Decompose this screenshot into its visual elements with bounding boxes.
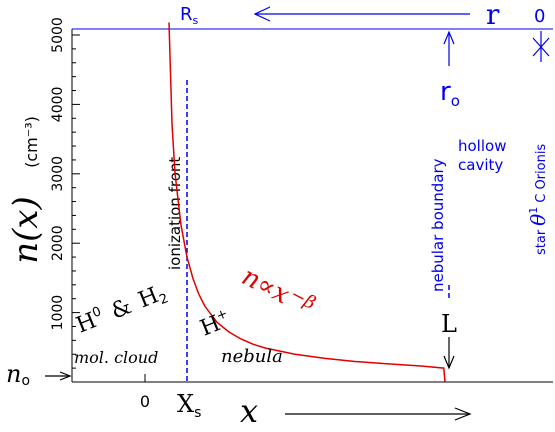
- x-tick-label-0: 0: [140, 392, 150, 411]
- amp-symbol: &: [108, 294, 136, 325]
- hplus-label: H+: [197, 306, 235, 341]
- nebula-label: nebula: [221, 346, 283, 367]
- nebular-boundary: ro nebular boundary hollow cavity star θ1…: [429, 30, 550, 300]
- top-axis: Rs r 0: [180, 0, 550, 62]
- l-marker: L: [441, 310, 457, 370]
- xs-label: Xs: [177, 390, 201, 421]
- star-icon: [532, 31, 550, 62]
- x-axis-label: x: [240, 392, 472, 430]
- rs-main: R: [180, 4, 193, 25]
- xs-sub: s: [194, 405, 201, 421]
- x-axis-ticks: 0: [140, 374, 150, 411]
- r-zero-label: 0: [534, 6, 545, 27]
- xs-main: X: [177, 390, 194, 418]
- y-tick-label: 2000: [50, 225, 66, 261]
- ro-label: ro: [440, 77, 460, 110]
- cavity-label: cavity: [458, 156, 503, 174]
- y-tick-label: 3000: [50, 156, 66, 192]
- y-tick-label: 1000: [50, 295, 66, 331]
- star-word: star: [534, 229, 549, 255]
- ro-sub: o: [451, 92, 460, 110]
- l-label: L: [441, 310, 457, 338]
- hplus-sup: +: [214, 306, 230, 324]
- n0-marker: no: [6, 360, 72, 389]
- curve-label-text: n∝x: [237, 262, 295, 311]
- h0-h2-label: H0 &H2: [73, 279, 171, 340]
- ro-main: r: [440, 77, 451, 107]
- n0-main: n: [6, 360, 21, 388]
- n0-sub: o: [21, 373, 30, 389]
- star-label: star θ1 C Orionis: [526, 144, 550, 255]
- y-axis-unit: (cm⁻³): [22, 116, 41, 168]
- theta-sup: 1: [527, 207, 540, 214]
- curve-label: n∝x−β: [237, 261, 319, 323]
- y-tick-label: 5000: [50, 17, 66, 53]
- y-axis-label: n(x) (cm⁻³): [6, 116, 46, 264]
- y-tick-label: 4000: [50, 87, 66, 123]
- theta-symbol: θ: [526, 214, 550, 226]
- l-arrow-head: [443, 355, 455, 370]
- y-axis-ticks: 1000 2000 3000 4000 5000: [50, 17, 80, 369]
- rs-label: Rs: [180, 4, 199, 27]
- x-axis-title: x: [240, 392, 258, 430]
- density-curve: [168, 22, 446, 383]
- nebular-boundary-label: nebular boundary: [429, 158, 447, 292]
- x-arrow-head: [454, 407, 472, 421]
- ro-arrow-head: [443, 30, 455, 45]
- mol-cloud-label: mol. cloud: [74, 348, 158, 367]
- n0-arrow-head: [59, 371, 72, 381]
- r-arrow-head: [253, 6, 271, 22]
- y-axis-title: n(x): [6, 196, 46, 264]
- rs-sub: s: [193, 14, 199, 27]
- hollow-label: hollow: [458, 137, 506, 155]
- r-label: r: [486, 0, 500, 31]
- n0-label: no: [6, 360, 30, 389]
- ionization-front-label: ionization front: [166, 157, 184, 270]
- orionis-word: C Orionis: [534, 144, 549, 203]
- plot-frame: [71, 28, 553, 383]
